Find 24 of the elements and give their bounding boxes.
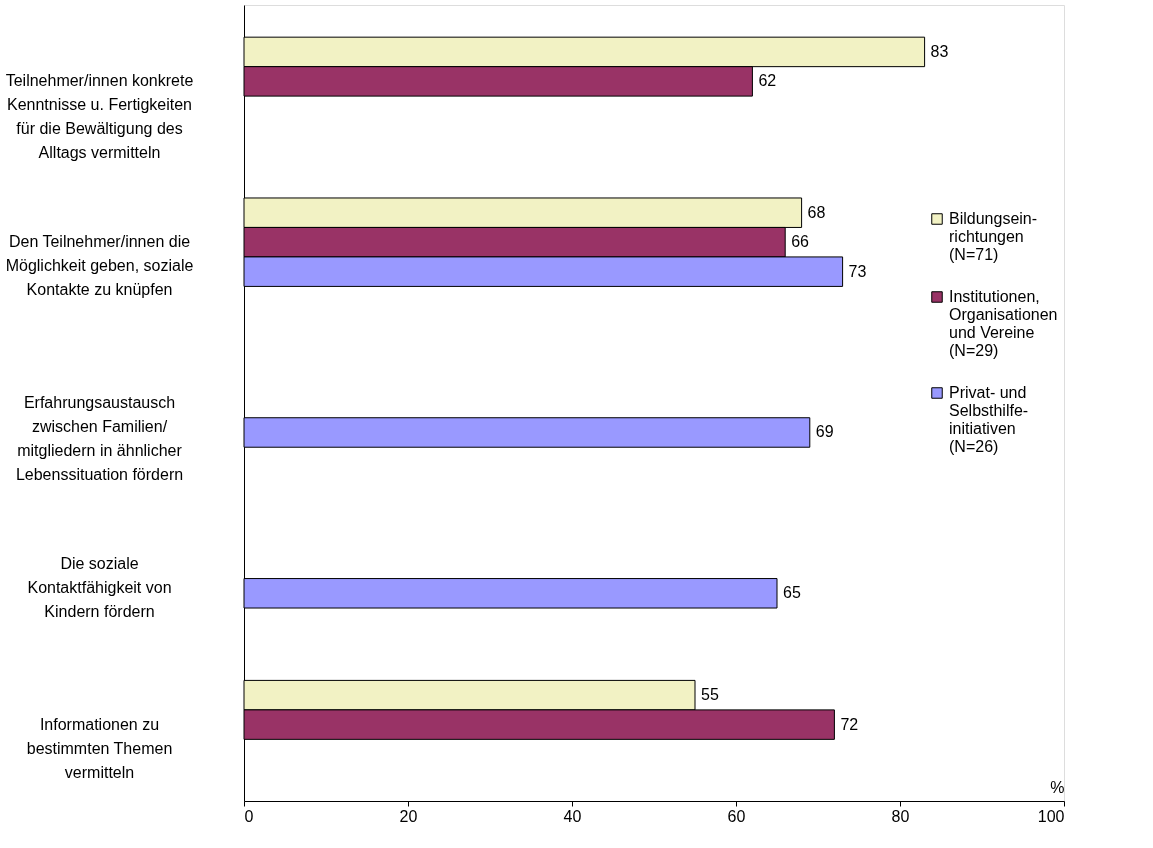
data-label: 69 — [815, 423, 834, 441]
y-tick-label: Informationen zu bestimmten Themen vermitteln — [26, 715, 173, 781]
y-tick-label: Teilnehmer/innen konkrete Kenntnisse u. Fertigkeiten für die Bewältigung des Alltags vermitteln — [5, 72, 194, 162]
data-label: 72 — [840, 715, 859, 733]
x-tick-label: 80 — [891, 807, 910, 825]
y-tick-label: Erfahrungsaustausch zwischen Familien/ mitgliedern in ähnlicher Lebenssituation fördern — [15, 394, 184, 483]
data-label: 68 — [807, 203, 826, 221]
data-label: 73 — [848, 262, 867, 280]
data-label: 55 — [701, 686, 719, 704]
legend-label: Privat- und Selbsthilfe- initiativen (N=26) — [949, 384, 1029, 455]
x-tick-label: 20 — [399, 807, 418, 825]
x-axis-title: % — [1050, 778, 1065, 796]
data-label: 66 — [791, 233, 810, 251]
data-label: 65 — [783, 584, 801, 602]
legend-label: Institutionen, Organisationen und Vereine (N=29) — [949, 288, 1058, 359]
x-tick-label: 0 — [244, 807, 254, 825]
x-tick-label: 100 — [1037, 807, 1065, 825]
y-tick-label: Den Teilnehmer/innen die Möglichkeit geben, soziale Kontakte zu knüpfen — [5, 233, 194, 299]
data-label: 83 — [930, 42, 949, 60]
x-tick-label: 60 — [727, 807, 746, 825]
legend-label: Bildungsein- richtungen (N=71) — [949, 210, 1038, 263]
x-tick-label: 40 — [563, 807, 582, 825]
data-label: 62 — [758, 72, 777, 90]
y-tick-label: Die soziale Kontaktfähigkeit von Kindern fördern — [27, 554, 172, 620]
